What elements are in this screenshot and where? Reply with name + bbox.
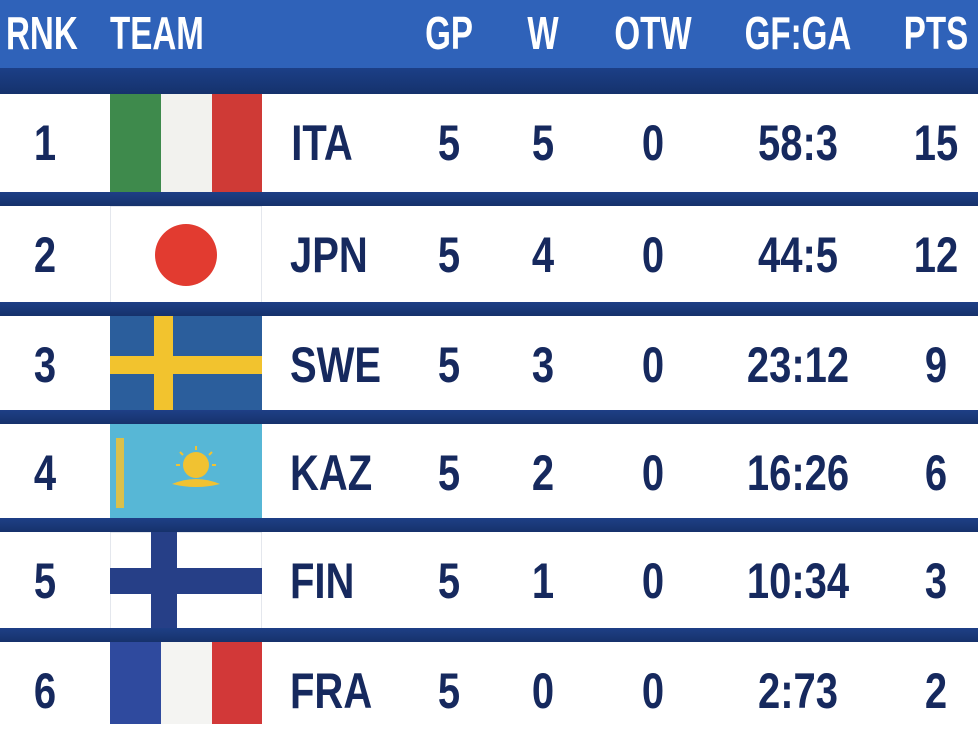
otw-cell: 0 [641,553,665,609]
gp-cell: 5 [437,445,461,501]
gp-cell: 5 [437,227,461,283]
otw-cell: 0 [641,227,665,283]
team-cell: FRA [290,663,373,719]
header-rank: RNK [6,7,78,59]
table-header: RNK TEAM GP W OTW GF:GA PTS [0,0,978,68]
otw-cell: 0 [641,663,665,719]
rank-cell: 5 [33,553,57,609]
table-row: 3 SWE 5 3 0 23:12 9 [0,316,978,414]
finland-flag-icon [110,532,262,630]
w-cell: 0 [531,663,555,719]
otw-cell: 0 [641,337,665,393]
gp-cell: 5 [437,337,461,393]
row-divider [0,518,978,532]
row-divider [0,410,978,424]
gp-cell: 5 [437,663,461,719]
table-row: 6 FRA 5 0 0 2:73 2 [0,642,978,724]
header-gp: GP [425,7,473,59]
pts-cell: 12 [913,227,959,283]
france-flag-icon [110,642,262,724]
table-row: 5 FIN 5 1 0 10:34 3 [0,532,978,630]
gp-cell: 5 [437,553,461,609]
team-cell: SWE [290,337,382,393]
row-divider [0,628,978,642]
table-row: 1 ITA 5 5 0 58:3 15 [0,94,978,192]
sweden-flag-icon [110,316,262,414]
gf-ga-cell: 2:73 [757,663,839,719]
otw-cell: 0 [641,115,665,171]
rank-cell: 2 [33,227,57,283]
pts-cell: 6 [924,445,948,501]
japan-flag-icon [110,206,262,304]
pts-cell: 9 [924,337,948,393]
pts-cell: 3 [924,553,948,609]
pts-cell: 15 [913,115,959,171]
team-cell: ITA [291,115,353,171]
otw-cell: 0 [641,445,665,501]
header-w: W [527,7,559,59]
gf-ga-cell: 23:12 [746,337,850,393]
italy-flag-icon [110,94,262,192]
gf-ga-cell: 10:34 [746,553,850,609]
gf-ga-cell: 16:26 [746,445,850,501]
gp-cell: 5 [437,115,461,171]
header-otw: OTW [614,7,692,59]
header-divider [0,68,978,94]
gf-ga-cell: 58:3 [757,115,839,171]
team-cell: FIN [290,553,355,609]
w-cell: 4 [531,227,555,283]
team-cell: JPN [290,227,368,283]
table-row: 4 KAZ 5 2 0 16:26 6 [0,424,978,522]
row-divider [0,302,978,316]
gf-ga-cell: 44:5 [757,227,839,283]
w-cell: 2 [531,445,555,501]
table-row: 2 JPN 5 4 0 44:5 12 [0,206,978,304]
rank-cell: 6 [33,663,57,719]
rank-cell: 4 [33,445,57,501]
rank-cell: 3 [33,337,57,393]
pts-cell: 2 [924,663,948,719]
w-cell: 5 [531,115,555,171]
kazakhstan-flag-icon [110,424,262,522]
w-cell: 1 [531,553,555,609]
rank-cell: 1 [33,115,57,171]
header-team: TEAM [110,7,204,59]
header-pts: PTS [903,7,969,59]
team-cell: KAZ [290,445,373,501]
row-divider [0,192,978,206]
header-gf-ga: GF:GA [744,7,852,59]
w-cell: 3 [531,337,555,393]
